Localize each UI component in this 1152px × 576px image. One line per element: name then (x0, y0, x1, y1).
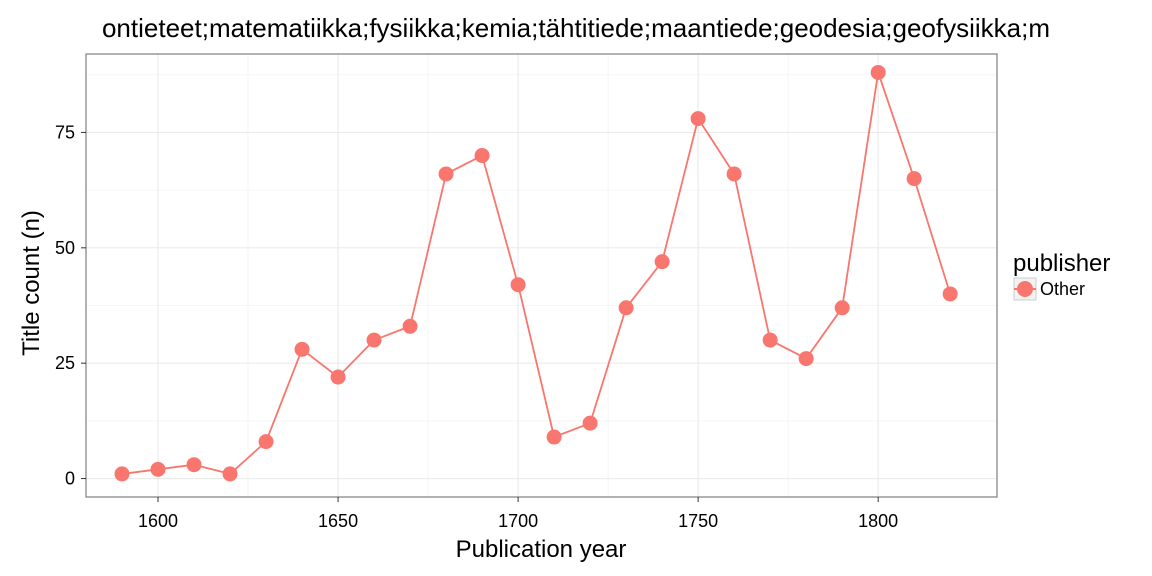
data-point (474, 148, 490, 164)
data-point (330, 369, 346, 385)
minor-gridlines (86, 54, 997, 497)
data-point (582, 415, 598, 431)
data-point (618, 300, 634, 316)
y-axis: 0 25 50 75 (55, 122, 86, 489)
legend-key-point (1017, 281, 1033, 297)
y-tick-label: 50 (55, 238, 75, 258)
data-point (510, 277, 526, 293)
data-point (150, 461, 166, 477)
x-tick-label: 1750 (678, 511, 718, 531)
x-tick-label: 1800 (858, 511, 898, 531)
data-point (762, 332, 778, 348)
data-point (222, 466, 238, 482)
data-point (726, 166, 742, 182)
legend: publisher Other (1013, 250, 1110, 301)
x-axis: 1600 1650 1700 1750 1800 (138, 497, 898, 531)
data-point (438, 166, 454, 182)
x-axis-title: Publication year (456, 536, 627, 563)
data-point (294, 341, 310, 357)
plot-panel (85, 53, 998, 498)
series-layer (114, 64, 958, 482)
data-point (258, 434, 274, 450)
data-point (870, 64, 886, 80)
data-point (114, 466, 130, 482)
data-point (834, 300, 850, 316)
data-point (366, 332, 382, 348)
legend-title: publisher (1013, 250, 1110, 277)
data-point (798, 351, 814, 367)
major-gridlines (86, 54, 997, 497)
x-tick-label: 1650 (318, 511, 358, 531)
data-point (402, 318, 418, 334)
data-point (546, 429, 562, 445)
data-point (654, 254, 670, 270)
chart-title: ontieteet;matematiikka;fysiikka;kemia;tä… (102, 13, 1050, 43)
x-tick-label: 1700 (498, 511, 538, 531)
y-tick-label: 0 (65, 469, 75, 489)
y-tick-label: 25 (55, 353, 75, 373)
data-point (690, 111, 706, 127)
series-line-other (121, 71, 952, 475)
data-point (906, 171, 922, 187)
legend-label-other: Other (1040, 279, 1085, 299)
data-point (186, 457, 202, 473)
x-tick-label: 1600 (138, 511, 178, 531)
y-axis-title: Title count (n) (18, 210, 45, 356)
data-point (942, 286, 958, 302)
y-tick-label: 75 (55, 122, 75, 142)
